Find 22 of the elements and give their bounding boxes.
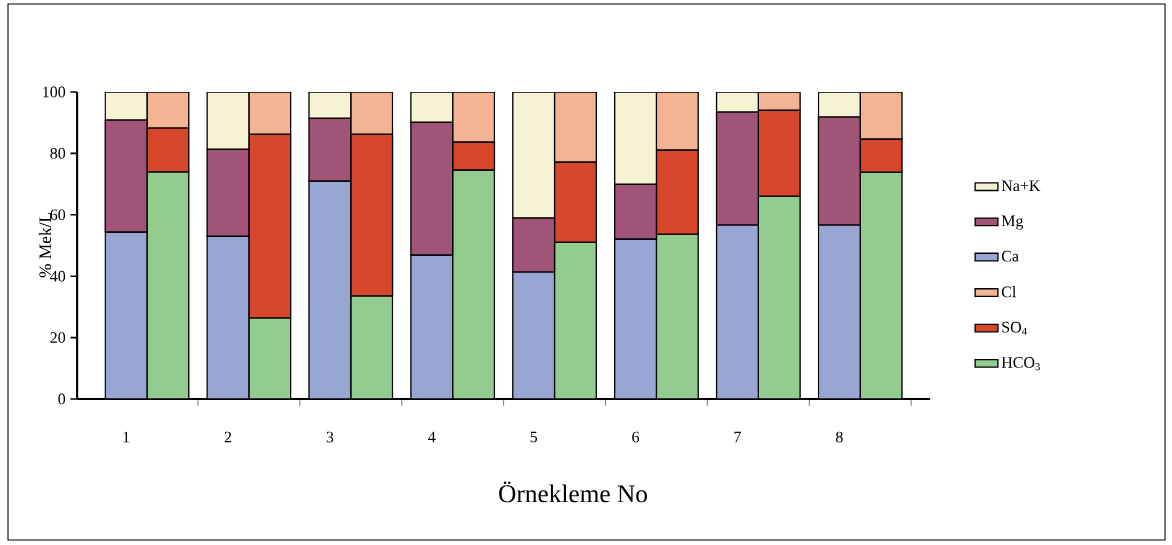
y-axis-title: % Mek/L	[38, 213, 52, 278]
legend-label: Cl	[1001, 286, 1017, 298]
legend-label: SO$_{4}$	[1002, 321, 1027, 335]
y-tick-label: 100	[43, 86, 66, 98]
y-tick-label: 20	[50, 332, 66, 343]
legend-label: Mg	[1001, 215, 1024, 230]
y-tick-label: 40	[50, 270, 66, 282]
x-axis-title: Örnekleme No	[499, 481, 647, 503]
x-tick-label: 7	[734, 431, 741, 443]
x-tick-label: 3	[326, 431, 334, 443]
x-tick-label: 6	[632, 431, 640, 443]
legend-label: Na+K	[1001, 180, 1041, 192]
x-tick-label: 2	[224, 431, 232, 443]
x-tick-label: 4	[428, 431, 436, 443]
y-tick-label: 80	[50, 147, 66, 159]
x-tick-label: 8	[835, 431, 843, 443]
x-tick-label: 5	[530, 431, 538, 443]
legend-label: HCO$_{3}$	[1001, 357, 1040, 371]
y-tick-label: 60	[50, 209, 66, 221]
x-tick-label: 1	[123, 431, 130, 443]
legend-label: Ca	[1001, 250, 1019, 262]
y-tick-label: 0	[58, 393, 66, 405]
